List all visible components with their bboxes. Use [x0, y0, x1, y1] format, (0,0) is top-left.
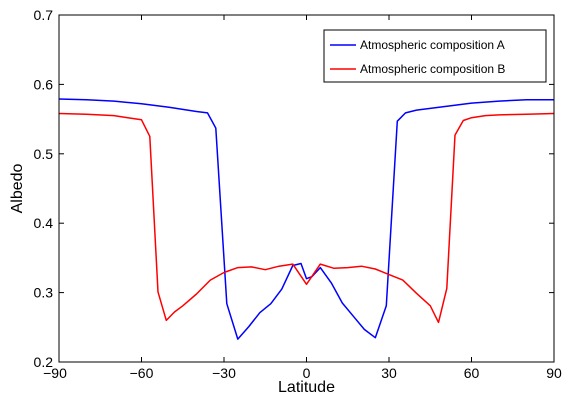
legend-label-composition-b: Atmospheric composition B — [360, 62, 505, 76]
x-tick-label: −60 — [130, 365, 154, 381]
x-axis-title: Latitude — [278, 379, 335, 396]
y-axis-title: Albedo — [9, 163, 26, 213]
x-tick-label: 0 — [303, 365, 311, 381]
y-tick-label: 0.4 — [34, 215, 54, 231]
legend-label-composition-a: Atmospheric composition A — [360, 38, 505, 52]
series-line-composition-b — [58, 112, 555, 324]
legend: Atmospheric composition A Atmospheric co… — [323, 29, 547, 83]
series-line-composition-a — [58, 98, 554, 340]
y-tick-label: 0.6 — [34, 76, 54, 92]
y-tick-label: 0.3 — [34, 285, 54, 301]
y-tick-label: 0.5 — [34, 146, 54, 162]
y-tick-label: 0.2 — [34, 354, 54, 370]
x-tick-label: 90 — [546, 365, 562, 381]
x-tick-label: 60 — [464, 365, 480, 381]
x-tick-label: 30 — [381, 365, 397, 381]
x-tick-label: −30 — [212, 365, 236, 381]
legend-box — [323, 29, 547, 83]
x-tick-label: −90 — [43, 365, 67, 381]
y-tick-label: 0.7 — [34, 7, 54, 23]
